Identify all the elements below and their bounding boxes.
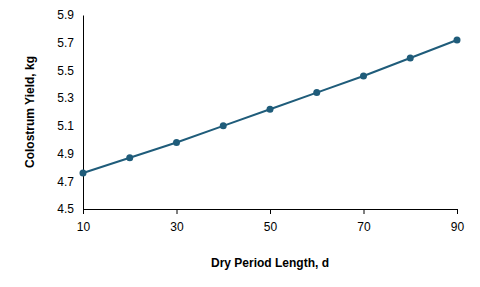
y-tick: 4.7	[57, 175, 83, 189]
y-tick-label: 4.9	[57, 147, 74, 161]
y-tick: 5.7	[57, 36, 83, 50]
y-tick-label: 5.9	[57, 8, 74, 22]
x-tick-mark	[83, 209, 84, 214]
x-tick: 10	[77, 209, 91, 234]
marker	[126, 154, 133, 161]
x-tick-mark	[270, 209, 271, 214]
x-tick-label: 30	[170, 220, 184, 234]
x-tick-label: 90	[451, 220, 465, 234]
y-tick: 5.1	[57, 119, 83, 133]
y-tick: 5.5	[57, 64, 83, 78]
x-tick: 50	[264, 209, 278, 234]
y-tick: 5.9	[57, 8, 83, 22]
x-axis: 10 30 50 70 90	[77, 209, 465, 234]
y-axis-line	[83, 16, 84, 210]
marker	[80, 169, 87, 176]
y-tick: 4.5	[57, 202, 83, 216]
y-tick-label: 4.7	[57, 175, 74, 189]
marker	[407, 54, 414, 61]
y-tick: 5.3	[57, 91, 83, 105]
y-tick-label: 4.5	[57, 202, 74, 216]
line	[83, 40, 457, 173]
y-tick-label: 5.7	[57, 36, 74, 50]
y-axis: 4.5 4.7 4.9 5.1 5.3 5.5 5.7 5.9	[57, 8, 83, 216]
x-tick-mark	[457, 209, 458, 214]
y-tick: 4.9	[57, 147, 83, 161]
marker	[360, 72, 367, 79]
marker	[220, 122, 227, 129]
x-tick: 70	[357, 209, 371, 234]
plot-area: 10 30 50 70 90 4.5 4.7 4.9 5.1 5.3 5.5 5.7 5.9	[57, 8, 464, 233]
marker	[173, 139, 180, 146]
y-tick-label: 5.3	[57, 91, 74, 105]
marker	[313, 89, 320, 96]
x-tick: 90	[451, 209, 465, 234]
x-tick-label: 10	[77, 220, 91, 234]
x-tick-mark	[364, 209, 365, 214]
data-layer	[80, 36, 461, 176]
marker	[267, 106, 274, 113]
x-tick-label: 70	[357, 220, 371, 234]
y-axis-title: Colostrum Yield, kg	[23, 56, 37, 168]
y-tick-label: 5.5	[57, 64, 74, 78]
x-tick-mark	[177, 209, 178, 214]
marker	[454, 36, 461, 43]
x-tick: 30	[170, 209, 184, 234]
y-tick-label: 5.1	[57, 119, 74, 133]
x-axis-title: Dry Period Length, d	[211, 256, 329, 270]
x-tick-label: 50	[264, 220, 278, 234]
chart: 10 30 50 70 90 4.5 4.7 4.9 5.1 5.3 5.5 5.7 5.9 Dry Pe…	[0, 0, 480, 287]
